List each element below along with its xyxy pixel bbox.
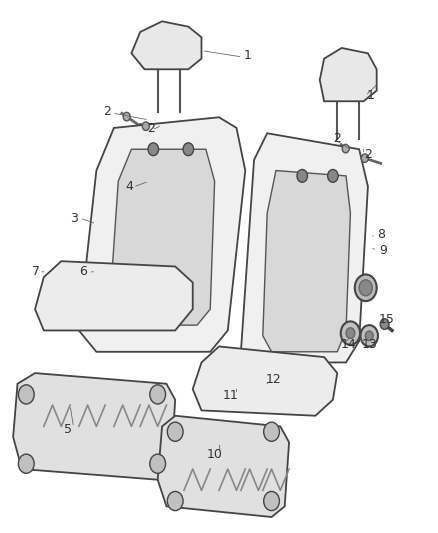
Polygon shape xyxy=(320,48,377,101)
Polygon shape xyxy=(79,117,245,352)
Polygon shape xyxy=(263,171,350,352)
Circle shape xyxy=(380,319,389,329)
Circle shape xyxy=(360,325,378,346)
Text: 13: 13 xyxy=(361,338,377,351)
Polygon shape xyxy=(35,261,193,330)
Circle shape xyxy=(365,331,373,341)
Circle shape xyxy=(150,454,166,473)
Circle shape xyxy=(342,144,349,153)
Circle shape xyxy=(167,491,183,511)
Circle shape xyxy=(18,385,34,404)
Circle shape xyxy=(361,154,368,163)
Circle shape xyxy=(264,422,279,441)
Circle shape xyxy=(148,143,159,156)
Polygon shape xyxy=(131,21,201,69)
Text: 14: 14 xyxy=(341,338,357,351)
Circle shape xyxy=(167,422,183,441)
Text: 15: 15 xyxy=(378,313,394,326)
Circle shape xyxy=(355,274,377,301)
Polygon shape xyxy=(13,373,175,480)
Text: 1: 1 xyxy=(366,90,374,102)
Text: 7: 7 xyxy=(32,265,40,278)
Circle shape xyxy=(297,169,307,182)
Text: 1: 1 xyxy=(244,50,251,62)
Text: 5: 5 xyxy=(64,423,72,435)
Polygon shape xyxy=(158,416,289,517)
Text: 12: 12 xyxy=(266,373,282,386)
Text: 2: 2 xyxy=(364,148,372,161)
Text: 3: 3 xyxy=(71,212,78,225)
Text: 8: 8 xyxy=(377,228,385,241)
Text: 4: 4 xyxy=(125,180,133,193)
Circle shape xyxy=(123,112,130,121)
Polygon shape xyxy=(110,149,215,325)
Polygon shape xyxy=(193,346,337,416)
Circle shape xyxy=(264,491,279,511)
Circle shape xyxy=(341,321,360,345)
Circle shape xyxy=(346,328,355,338)
Circle shape xyxy=(150,385,166,404)
Text: 11: 11 xyxy=(223,389,239,402)
Text: 9: 9 xyxy=(379,244,387,257)
Text: 6: 6 xyxy=(79,265,87,278)
Circle shape xyxy=(328,169,338,182)
Circle shape xyxy=(18,454,34,473)
Text: 2: 2 xyxy=(333,132,341,145)
Text: 2: 2 xyxy=(147,123,155,135)
Text: 2: 2 xyxy=(103,106,111,118)
Text: 10: 10 xyxy=(207,448,223,461)
Circle shape xyxy=(183,143,194,156)
Circle shape xyxy=(142,122,149,131)
Polygon shape xyxy=(241,133,368,362)
Circle shape xyxy=(359,280,372,296)
